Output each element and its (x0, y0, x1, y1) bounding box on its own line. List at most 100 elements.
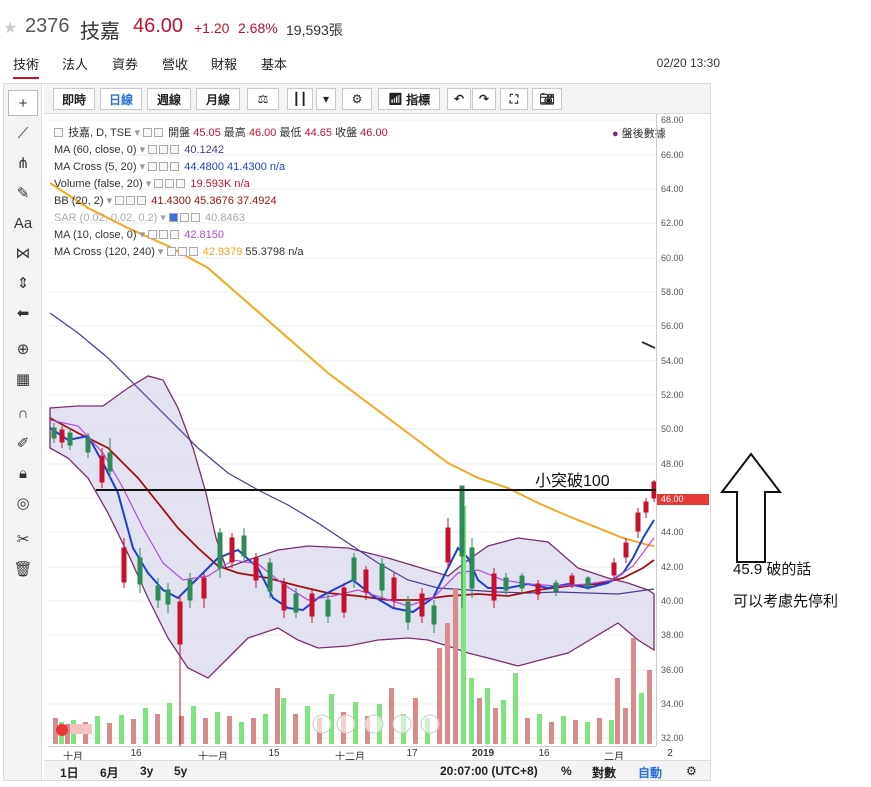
undo-icon[interactable]: ↶ (447, 88, 471, 110)
indicator-name: SAR (0.02, 0.02, 0.2) (54, 212, 158, 224)
eye-icon[interactable] (148, 145, 158, 154)
pencil-lock-icon[interactable]: ✐ (16, 435, 30, 452)
tab-revenue[interactable]: 營收 (162, 57, 189, 72)
range-1d[interactable]: 1日 (60, 766, 79, 780)
percent-toggle[interactable]: % (561, 764, 572, 778)
close-icon[interactable] (170, 230, 180, 239)
ma60-line (49, 312, 655, 595)
close-icon[interactable] (188, 247, 198, 256)
fork-icon[interactable]: ⋔ (16, 155, 30, 172)
settings-icon[interactable] (177, 247, 187, 256)
pattern-icon[interactable]: ⋈ (15, 245, 31, 262)
indicator-values: 55.3798 n/a (242, 246, 304, 258)
indicator-name: MA Cross (5, 20) (54, 161, 137, 173)
stock-code: 2376 (25, 15, 70, 37)
settings-icon[interactable]: ⚙ (342, 88, 372, 110)
settings-icon[interactable] (126, 196, 136, 205)
indicators-button[interactable]: 📶︎ 指標 (378, 88, 440, 110)
tab-institutional[interactable]: 法人 (62, 57, 89, 72)
close-icon[interactable] (170, 145, 180, 154)
close-icon[interactable] (170, 162, 180, 171)
eye-icon[interactable] (115, 196, 125, 205)
range-5y[interactable]: 5y (174, 764, 188, 778)
chevron-down-icon[interactable]: ▾ (316, 88, 336, 110)
eye-icon[interactable] (143, 128, 153, 137)
arrow-back-icon[interactable]: ⬅ (16, 305, 30, 322)
settings-icon[interactable] (159, 230, 169, 239)
clock-timezone[interactable]: 20:07:00 (UTC+8) (440, 764, 538, 778)
brush-icon[interactable]: ✎ (16, 185, 30, 202)
legend-row[interactable]: MA (60, close, 0) ▾ 40.1242 (54, 144, 225, 156)
tab-financials[interactable]: 財報 (211, 57, 238, 72)
camera-icon[interactable]: 📷︎ (532, 88, 562, 110)
crosshair-icon[interactable]: + (8, 90, 38, 116)
settings-icon[interactable] (154, 128, 164, 137)
eye-icon[interactable] (148, 230, 158, 239)
lock-icon[interactable]: 🔒︎ (19, 464, 27, 482)
chart-nav-controls[interactable] (312, 714, 440, 734)
legend-row[interactable]: MA Cross (5, 20) ▾ 44.4800 41.4300 n/a (54, 161, 286, 173)
x-tick: 十二月 (335, 752, 365, 763)
x-tick: 十一月 (198, 752, 228, 763)
price-chart[interactable] (48, 118, 656, 746)
time-axis[interactable]: 十月 16 十一月 15 十二月 17 2019 16 二月 2 (48, 746, 673, 763)
indicator-legend: 技嘉, D, TSE ▾ 開盤 45.05 最高 46.00 最低 44.65 … (54, 125, 388, 261)
settings-icon[interactable] (179, 213, 189, 222)
trendline-icon[interactable]: ⟋ (17, 124, 29, 142)
auto-scale-toggle[interactable]: 自動 (638, 766, 663, 780)
stop-note-line1: 45.9 破的話 (733, 561, 812, 578)
ruler-icon[interactable]: ▦ (15, 371, 31, 388)
tab-technical[interactable]: 技術 (13, 54, 40, 79)
eye-icon[interactable] (154, 179, 164, 188)
monthly-button[interactable]: 月線 (196, 88, 240, 110)
text-tool-icon[interactable]: Aa (13, 214, 33, 232)
star-icon[interactable]: ★ (3, 20, 18, 37)
settings-icon[interactable] (159, 162, 169, 171)
range-3y[interactable]: 3y (140, 764, 154, 778)
eye-icon[interactable] (166, 247, 176, 256)
legend-row[interactable]: SAR (0.02, 0.02, 0.2) ▾ 40.8463 (54, 212, 245, 224)
intraday-button[interactable]: 即時 (53, 88, 95, 110)
settings-icon[interactable] (165, 179, 175, 188)
tab-margin[interactable]: 資券 (112, 57, 139, 72)
close-icon[interactable] (190, 213, 200, 222)
close-icon[interactable] (176, 179, 186, 188)
legend-row[interactable]: Volume (false, 20) ▾ 19.593K n/a (54, 178, 250, 190)
y-tick: 64.00 (661, 184, 684, 194)
measure-icon[interactable]: ⇕ (16, 275, 30, 292)
x-tick: 十月 (63, 752, 83, 763)
trash-icon[interactable]: 🗑︎ (13, 561, 33, 578)
tools-icon[interactable]: ✂ (16, 531, 30, 548)
legend-row[interactable]: MA (10, close, 0) ▾ 42.8150 (54, 229, 225, 241)
settings-icon[interactable] (159, 145, 169, 154)
range-bar: 1日 6月 3y 5y 20:07:00 (UTC+8) % 對數 自動 ⚙ (44, 760, 710, 780)
price-axis[interactable]: 68.00 66.00 64.00 62.00 60.00 58.00 56.0… (656, 114, 710, 746)
indicator-values: 42.9379 (202, 246, 243, 258)
eye-icon[interactable] (148, 162, 158, 171)
settings-icon[interactable]: ⚙ (686, 764, 697, 778)
tab-basic[interactable]: 基本 (261, 57, 288, 72)
quote-header: ★ 2376 技嘉 46.00 +1.20 2.68% 19,593張 (0, 0, 871, 48)
magnet-icon[interactable]: ∩ (17, 404, 29, 422)
after-hours-text: 盤後數據 (621, 128, 666, 140)
after-hours-label[interactable]: ● 盤後數據 (612, 128, 666, 140)
eye-icon[interactable] (168, 213, 178, 222)
legend-row[interactable]: BB (20, 2) ▾ 41.4300 45.3676 37.4924 (54, 195, 277, 207)
redo-icon[interactable]: ↷ (472, 88, 496, 110)
close-icon[interactable] (137, 196, 147, 205)
weekly-button[interactable]: 週線 (147, 88, 191, 110)
chart-toolbar: 即時 日線 週線 月線 ⚖ ┃┃ ▾ ⚙ 📶︎ 指標 ↶ ↷ ⛶ 📷︎ (44, 84, 710, 114)
y-tick: 44.00 (661, 527, 684, 537)
legend-row[interactable]: MA Cross (120, 240) ▾ 42.9379 55.3798 n/… (54, 246, 304, 258)
legend-symbol: 技嘉, D, TSE (68, 127, 132, 139)
eye-icon[interactable]: ◎ (16, 495, 30, 512)
y-tick: 38.00 (661, 630, 684, 640)
fullscreen-icon[interactable]: ⛶ (500, 88, 528, 110)
candle-type-icon[interactable]: ┃┃ (287, 88, 313, 110)
collapse-icon[interactable] (54, 128, 63, 137)
zoom-icon[interactable]: ⊕ (16, 341, 30, 358)
range-6m[interactable]: 6月 (100, 766, 119, 780)
log-toggle[interactable]: 對數 (592, 766, 617, 780)
compare-icon[interactable]: ⚖ (247, 88, 279, 110)
daily-button[interactable]: 日線 (100, 88, 142, 110)
